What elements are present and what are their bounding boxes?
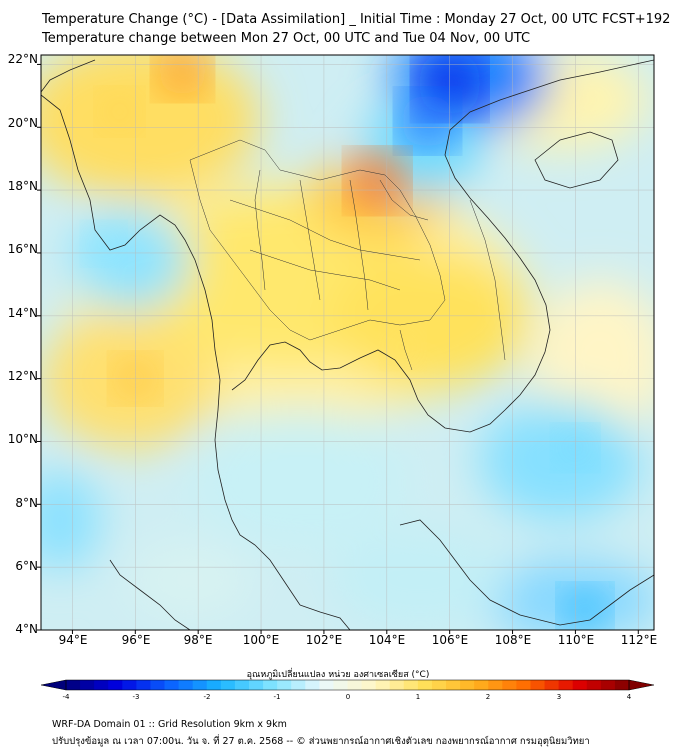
colorbar-cell [305, 680, 320, 690]
lat-label-22: 22°N [7, 52, 38, 66]
colorbar-tick: 4 [626, 693, 632, 701]
lon-label-108: 108°E [494, 633, 532, 647]
colorbar-cell [80, 680, 95, 690]
map-frame [40, 54, 655, 631]
colorbar-tick: -1 [273, 693, 281, 701]
colorbar-cell [375, 680, 391, 690]
colorbar-cell [361, 680, 377, 690]
colorbar-cell [122, 680, 137, 690]
colorbar-tick: 2 [485, 693, 491, 701]
temperature-anomaly-spot [83, 223, 124, 264]
colorbar-cell [192, 680, 208, 690]
coastlines [41, 59, 654, 630]
lat-label-10: 10°N [7, 432, 38, 446]
colorbar-cell [66, 680, 81, 690]
temperature-field [41, 55, 654, 630]
colorbar-label: อุณหภูมิเปลี่ยนแปลง หน่วย องศาเซลเซียส (… [246, 670, 430, 680]
colorbar-tick: -2 [203, 693, 211, 701]
temperature-anomaly-spot [560, 586, 610, 630]
colorbar-cell [614, 680, 630, 690]
temperature-anomaly-spot [398, 91, 457, 150]
graticule [41, 55, 654, 630]
colorbar-cell [94, 680, 109, 690]
lon-label-112: 112°E [620, 633, 658, 647]
colorbar-cell [417, 680, 433, 690]
province-borders [189, 139, 506, 371]
footer-credit: ปรับปรุงข้อมูล ณ เวลา 07:00น. วัน จ. ที่… [52, 736, 590, 747]
colorbar-cell [389, 680, 405, 690]
colorbar-min-arrow [40, 679, 67, 691]
colorbar-cell [586, 680, 602, 690]
colorbar-cell [347, 680, 363, 690]
colorbar-cell [516, 680, 531, 690]
colorbar-cell [572, 680, 588, 690]
lat-label-4: 4°N [15, 622, 38, 636]
colorbar-cell [150, 680, 166, 690]
colorbar-tick: -4 [62, 693, 70, 701]
temperature-anomaly-spot [97, 89, 142, 134]
lon-label-104: 104°E [368, 633, 406, 647]
colorbar-cell [488, 680, 503, 690]
colorbar-cell [178, 680, 194, 690]
chart-subtitle: Temperature change between Mon 27 Oct, 0… [42, 31, 531, 46]
colorbar-cell [234, 680, 250, 690]
colorbar-cell [263, 680, 278, 690]
lon-label-100: 100°E [242, 633, 280, 647]
colorbar-cell [136, 680, 151, 690]
colorbar-max-arrow [628, 679, 655, 691]
lon-label-102: 102°E [305, 633, 343, 647]
lon-label-110: 110°E [557, 633, 595, 647]
colorbar-tick: 1 [415, 693, 421, 701]
temperature-anomaly-spot [382, 327, 423, 368]
colorbar-cell [319, 680, 334, 690]
colorbar-cell [277, 680, 292, 690]
lat-label-18: 18°N [7, 179, 38, 193]
axis-ticks [37, 63, 639, 634]
temperature-anomaly-spot [155, 55, 210, 98]
colorbar-cell [206, 680, 222, 690]
hotspot-layer [83, 55, 610, 630]
colorbar-cell [431, 680, 447, 690]
colorbar-cell [333, 680, 348, 690]
footer-model-info: WRF-DA Domain 01 :: Grid Resolution 9km … [52, 719, 287, 730]
colorbar-cell [220, 680, 236, 690]
colorbar-cell [403, 680, 419, 690]
colorbar-cell [291, 680, 306, 690]
colorbar-cell [164, 680, 180, 690]
chart-title: Temperature Change (°C) - [Data Assimila… [42, 12, 671, 27]
colorbar-cell [460, 680, 475, 690]
temperature-anomaly-spot [347, 151, 407, 211]
colorbar-tick: 3 [556, 693, 562, 701]
colorbar-cell [544, 680, 560, 690]
lat-label-16: 16°N [7, 242, 38, 256]
colorbar-cell [474, 680, 489, 690]
colorbar-cell [108, 680, 123, 690]
colorbar-tick: 0 [345, 693, 351, 701]
colorbar-cell [502, 680, 517, 690]
lon-label-96: 96°E [121, 633, 151, 647]
lat-label-14: 14°N [7, 306, 38, 320]
colorbar-tick: -3 [132, 693, 140, 701]
lon-label-106: 106°E [431, 633, 469, 647]
colorbar-cell [600, 680, 616, 690]
colorbar-cell [248, 680, 264, 690]
lat-label-8: 8°N [15, 496, 38, 510]
lon-label-94: 94°E [58, 633, 88, 647]
colorbar [40, 679, 655, 691]
lat-label-6: 6°N [15, 559, 38, 573]
lon-label-98: 98°E [183, 633, 213, 647]
colorbar-cell [446, 680, 461, 690]
lat-label-12: 12°N [7, 369, 38, 383]
colorbar-cell [558, 680, 574, 690]
lat-label-20: 20°N [7, 116, 38, 130]
colorbar-cell [530, 680, 546, 690]
